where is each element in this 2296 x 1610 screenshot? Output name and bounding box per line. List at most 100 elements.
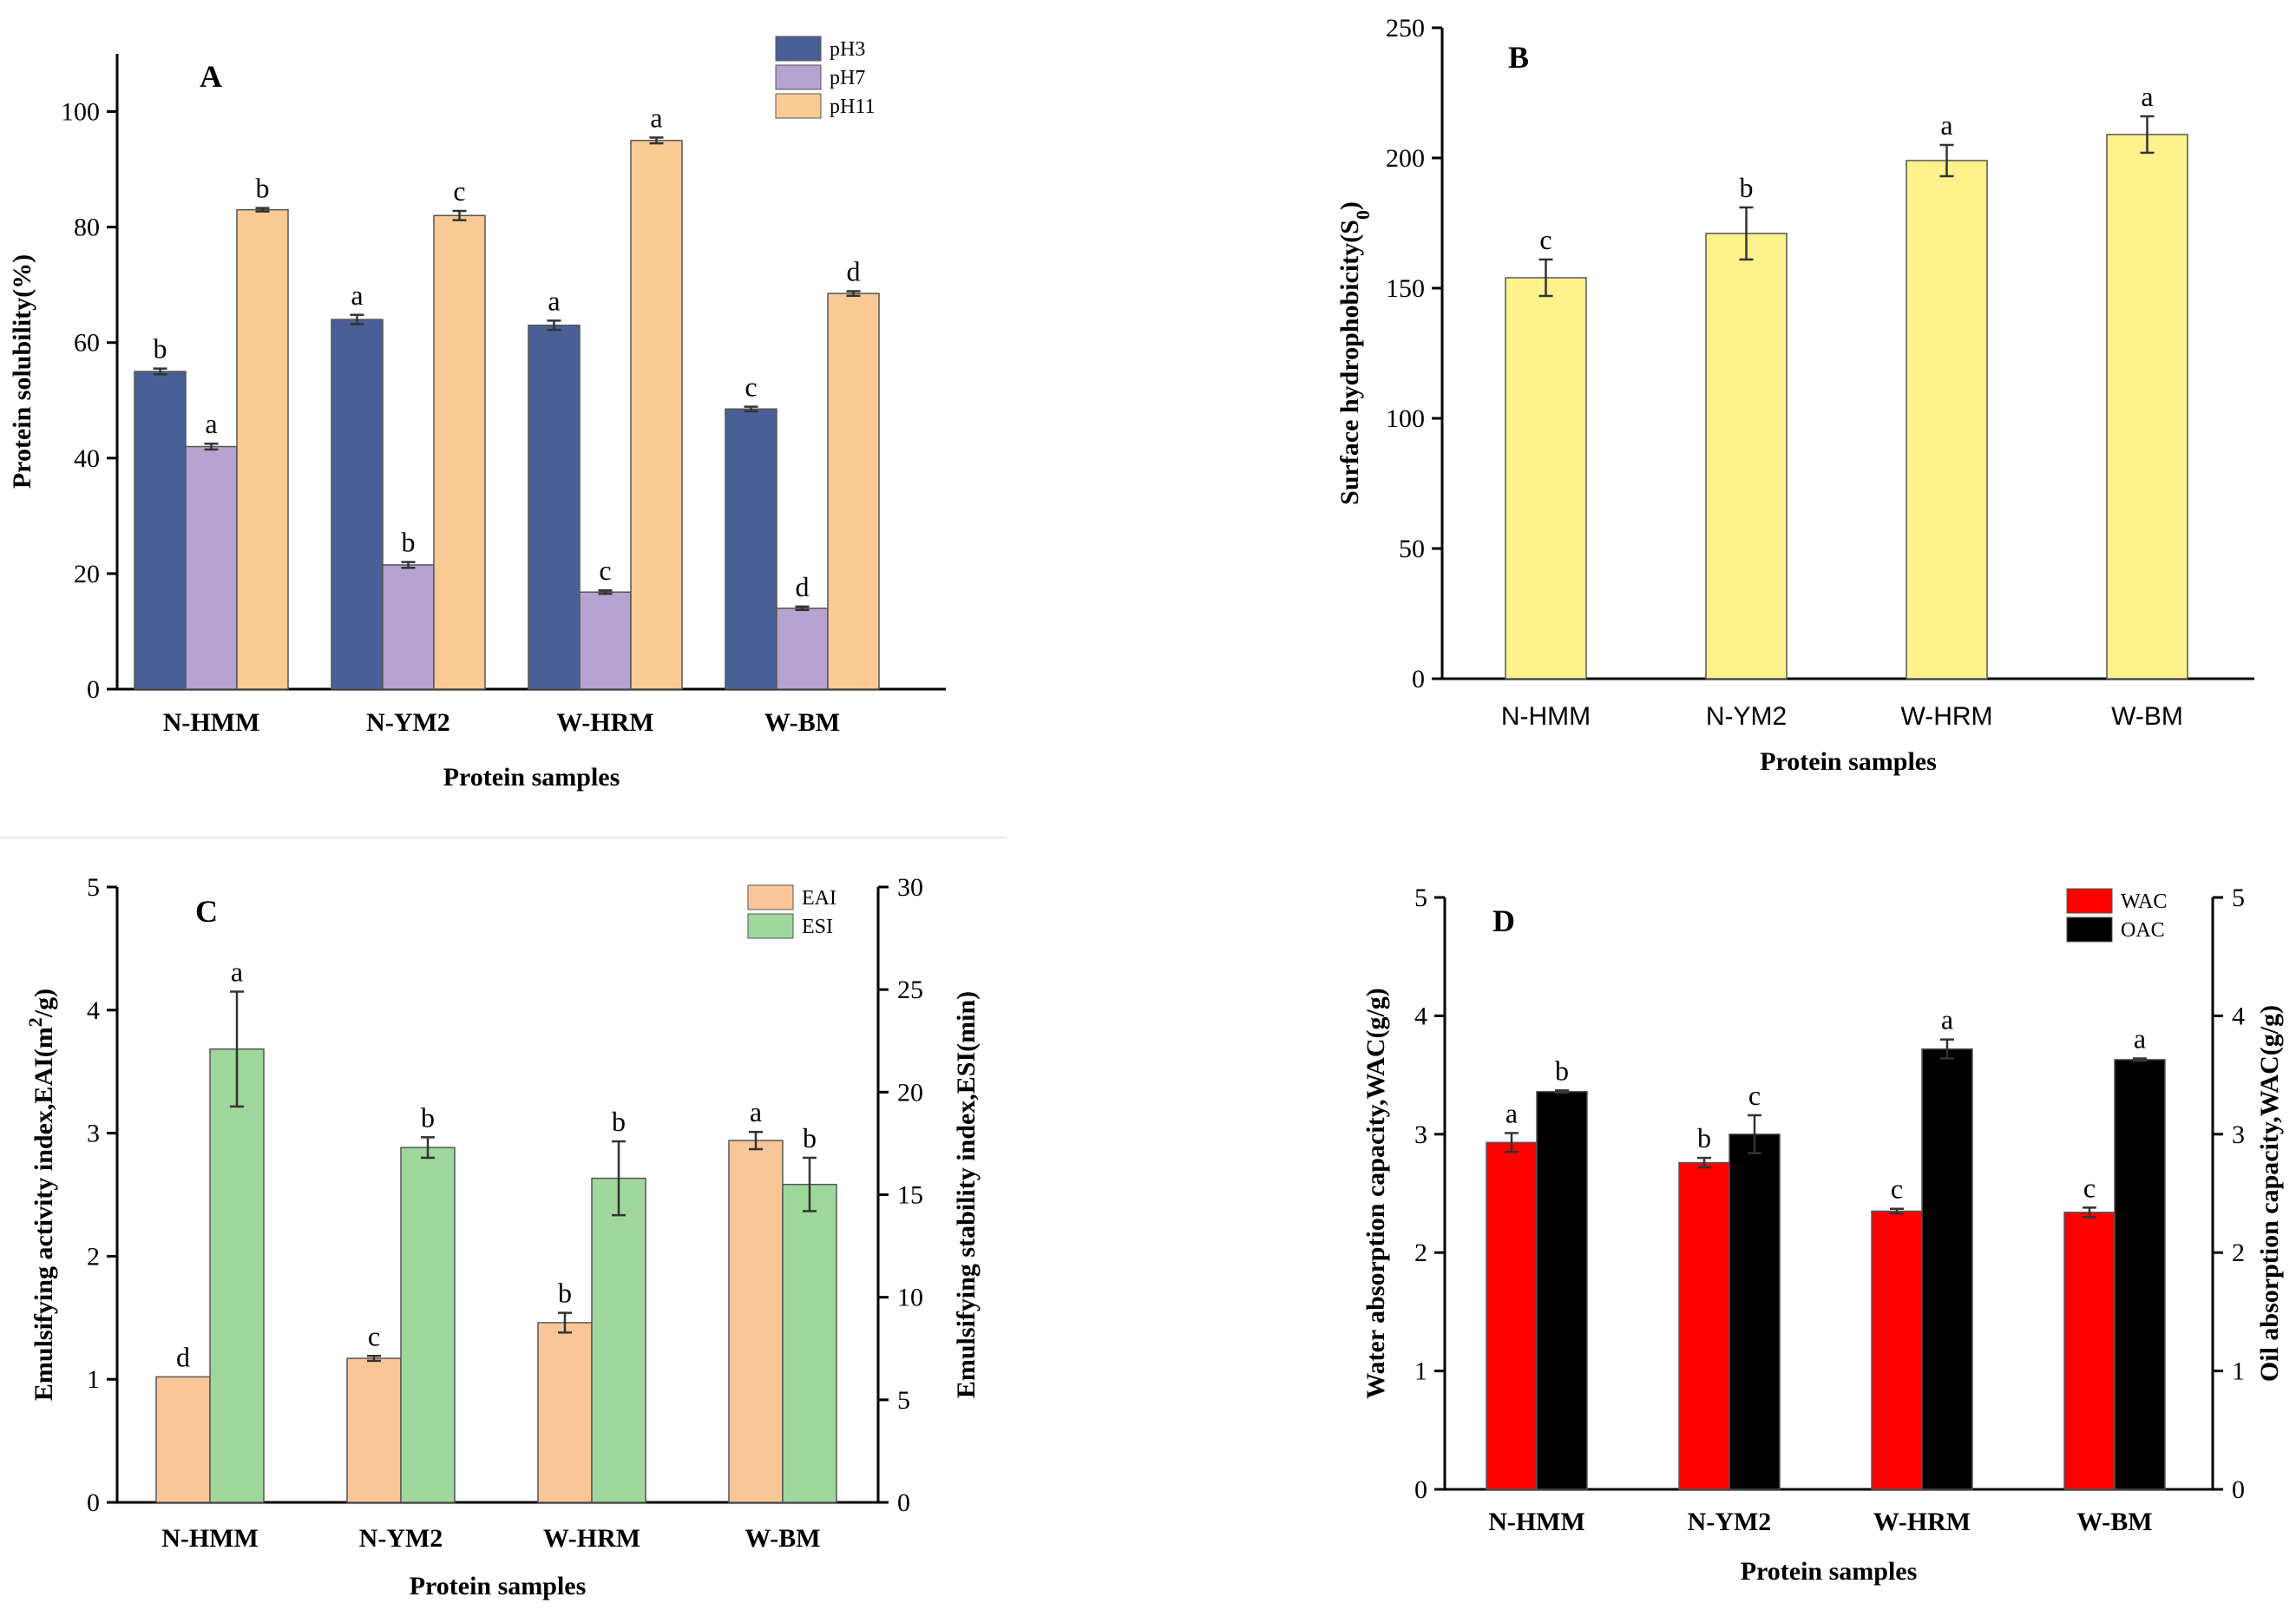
panel-c-x-tick-label: N-YM2	[359, 1524, 443, 1553]
panel-b-x-tick-label: W-BM	[2111, 702, 2183, 731]
panel-c-x-tick-label: W-BM	[745, 1524, 820, 1553]
panel-d-y-tick-label: 5	[1414, 884, 1427, 912]
panel-a-bar-ph7-n-hmm	[185, 445, 238, 690]
panel-c-significance-letter: a	[750, 1096, 762, 1127]
panel-d-y-title: Water absorption capacity,WAC(g/g)	[1361, 988, 1390, 1399]
panel-a-bar-ph11-w-hrm	[630, 140, 683, 690]
panel-b-x-title: Protein samples	[1760, 747, 1937, 776]
panel-a-bar-ph3-n-hmm	[134, 371, 187, 690]
panel-d-significance-letter: a	[1506, 1097, 1518, 1128]
panel-d-y-tick-label: 0	[1414, 1475, 1427, 1504]
panel-d-legend-swatch-oac	[2066, 917, 2113, 943]
panel-c-y2-title: Emulsifying stability index,ESI(min)	[952, 991, 981, 1398]
panel-d-bar-wac-n-hmm	[1486, 1141, 1538, 1490]
panel-d-significance-letter: c	[1891, 1173, 1903, 1205]
panel-c-significance-letter: b	[421, 1101, 435, 1133]
panel-d-legend-swatch-wac	[2066, 888, 2113, 914]
panel-c-y2-tick-label: 30	[897, 873, 923, 902]
panel-a-legend-swatch-ph7	[775, 64, 822, 90]
panel-d-bar-wac-w-bm	[2063, 1212, 2116, 1490]
panel-a-significance-letter: a	[650, 102, 662, 133]
panel-d-y2-tick-label: 3	[2232, 1120, 2245, 1149]
panel-c-significance-letter: b	[558, 1278, 572, 1309]
panel-b-y-tick-label: 0	[1412, 665, 1425, 693]
panel-a-legend-label-ph7: pH7	[830, 67, 865, 89]
panel-c-x-tick-label: N-HMM	[161, 1524, 259, 1553]
panel-a-significance-letter: b	[256, 173, 270, 204]
panel-c-x-title: Protein samples	[410, 1572, 587, 1600]
panel-a-significance-letter: b	[154, 333, 167, 365]
panel-d-y2-tick-label: 2	[2232, 1239, 2245, 1267]
panel-c-letter: C	[195, 894, 218, 929]
panel-b-x-tick-label: N-HMM	[1501, 702, 1591, 731]
panel-a-bar-ph3-w-hrm	[528, 325, 581, 690]
panel-c-y-tick-label: 4	[87, 996, 100, 1025]
panel-d-x-tick-label: W-BM	[2076, 1508, 2152, 1536]
panel-a-bar-ph3-n-ym2	[331, 319, 384, 690]
panel-d-bar-wac-w-hrm	[1871, 1210, 1923, 1490]
panel-b-bar-s0-w-hrm	[1906, 160, 1988, 680]
panel-c-bar-eai-w-hrm	[537, 1322, 593, 1503]
panel-d-y-tick-label: 3	[1414, 1120, 1427, 1149]
panel-d-significance-letter: b	[1697, 1122, 1711, 1153]
panel-c-y-title: Emulsifying activity index,EAI(m2/g)	[24, 989, 59, 1401]
panel-a-significance-letter: a	[351, 279, 363, 311]
panel-a-x-tick-label: N-HMM	[163, 708, 260, 737]
panel-b-bar-s0-w-bm	[2106, 134, 2188, 680]
panel-b-significance-letter: b	[1740, 172, 1754, 203]
panel-c-significance-letter: c	[368, 1320, 380, 1351]
panel-c-legend-label-eai: EAI	[802, 887, 836, 910]
panel-c-y2-tick-label: 0	[897, 1488, 910, 1517]
panel-d-y-tick-label: 2	[1414, 1239, 1427, 1267]
panel-d-significance-letter: a	[1941, 1004, 1953, 1035]
panel-a: 0 20 40 60 80 100 b a b N-HMM a b c N-YM2 a c a W-HRM c d d W…	[8, 36, 946, 792]
panel-a-legend-swatch-ph11	[775, 93, 822, 119]
panel-a-y-tick-label: 60	[74, 329, 100, 358]
panel-a-legend-label-ph11: pH11	[830, 95, 875, 118]
panel-d-bar-oac-n-hmm	[1536, 1090, 1588, 1490]
panel-d-legend-label-oac: OAC	[2121, 919, 2165, 942]
panel-b-bar-s0-n-ym2	[1705, 233, 1788, 680]
panel-d-significance-letter: c	[1748, 1080, 1761, 1111]
panel-a-x-title: Protein samples	[443, 763, 620, 792]
panel-a-x-tick-label: W-BM	[764, 708, 840, 737]
panel-d-y2-title: Oil absorption capacity,WAC(g/g)	[2255, 1005, 2284, 1382]
panel-b-bar-s0-n-hmm	[1505, 277, 1587, 680]
panel-a-x-tick-label: W-HRM	[556, 708, 653, 737]
panel-a-significance-letter: d	[796, 571, 810, 602]
panel-c-y-tick-label: 3	[87, 1120, 100, 1148]
panel-a-significance-letter: a	[205, 408, 217, 439]
panel-b-y-title: Surface hydrophobicity(S0)	[1335, 201, 1374, 505]
panel-a-x-tick-label: N-YM2	[366, 708, 450, 737]
panel-b-significance-letter: a	[1940, 109, 1952, 141]
panel-c-legend-swatch-eai	[747, 884, 794, 910]
panel-c-bar-esi-n-ym2	[400, 1147, 456, 1503]
panel-c-y2-tick-label: 5	[897, 1386, 910, 1415]
panel-c-x-tick-label: W-HRM	[543, 1524, 640, 1553]
panel-c-y2-tick-label: 15	[897, 1181, 923, 1210]
panel-d-y2-tick-label: 5	[2232, 884, 2245, 912]
panel-a-significance-letter: a	[548, 285, 560, 316]
panel-a-legend-label-ph3: pH3	[830, 38, 865, 61]
panel-b-x-tick-label: W-HRM	[1900, 702, 1992, 731]
panel-a-y-tick-label: 80	[74, 214, 100, 242]
panel-c-bar-eai-w-bm	[728, 1140, 784, 1503]
panel-c-bar-esi-w-hrm	[591, 1177, 646, 1503]
panel-c-legend-swatch-esi	[747, 913, 794, 939]
panel-b-y-tick-label: 200	[1386, 144, 1425, 173]
panel-a-y-tick-label: 20	[74, 560, 100, 588]
panel-d-x-tick-label: W-HRM	[1873, 1508, 1971, 1536]
panel-c-y2-tick-label: 25	[897, 976, 923, 1004]
panel-d-bar-oac-w-bm	[2114, 1059, 2166, 1490]
panel-d-significance-letter: c	[2083, 1172, 2096, 1203]
panel-d-x-tick-label: N-YM2	[1688, 1508, 1772, 1536]
panel-d-bar-oac-n-ym2	[1729, 1134, 1781, 1490]
panel-a-significance-letter: c	[453, 175, 465, 207]
panel-b-significance-letter: c	[1539, 224, 1551, 255]
panel-b: 0 50 100 150 200 250 c N-HMM b N-YM2 a W-HRM a W-BM B P…	[1335, 14, 2254, 776]
panel-b-letter: B	[1508, 40, 1529, 75]
panel-d-y2-tick-label: 1	[2232, 1357, 2245, 1386]
panel-c-bar-eai-n-ym2	[346, 1357, 402, 1503]
panel-c-y-tick-label: 2	[87, 1242, 100, 1271]
